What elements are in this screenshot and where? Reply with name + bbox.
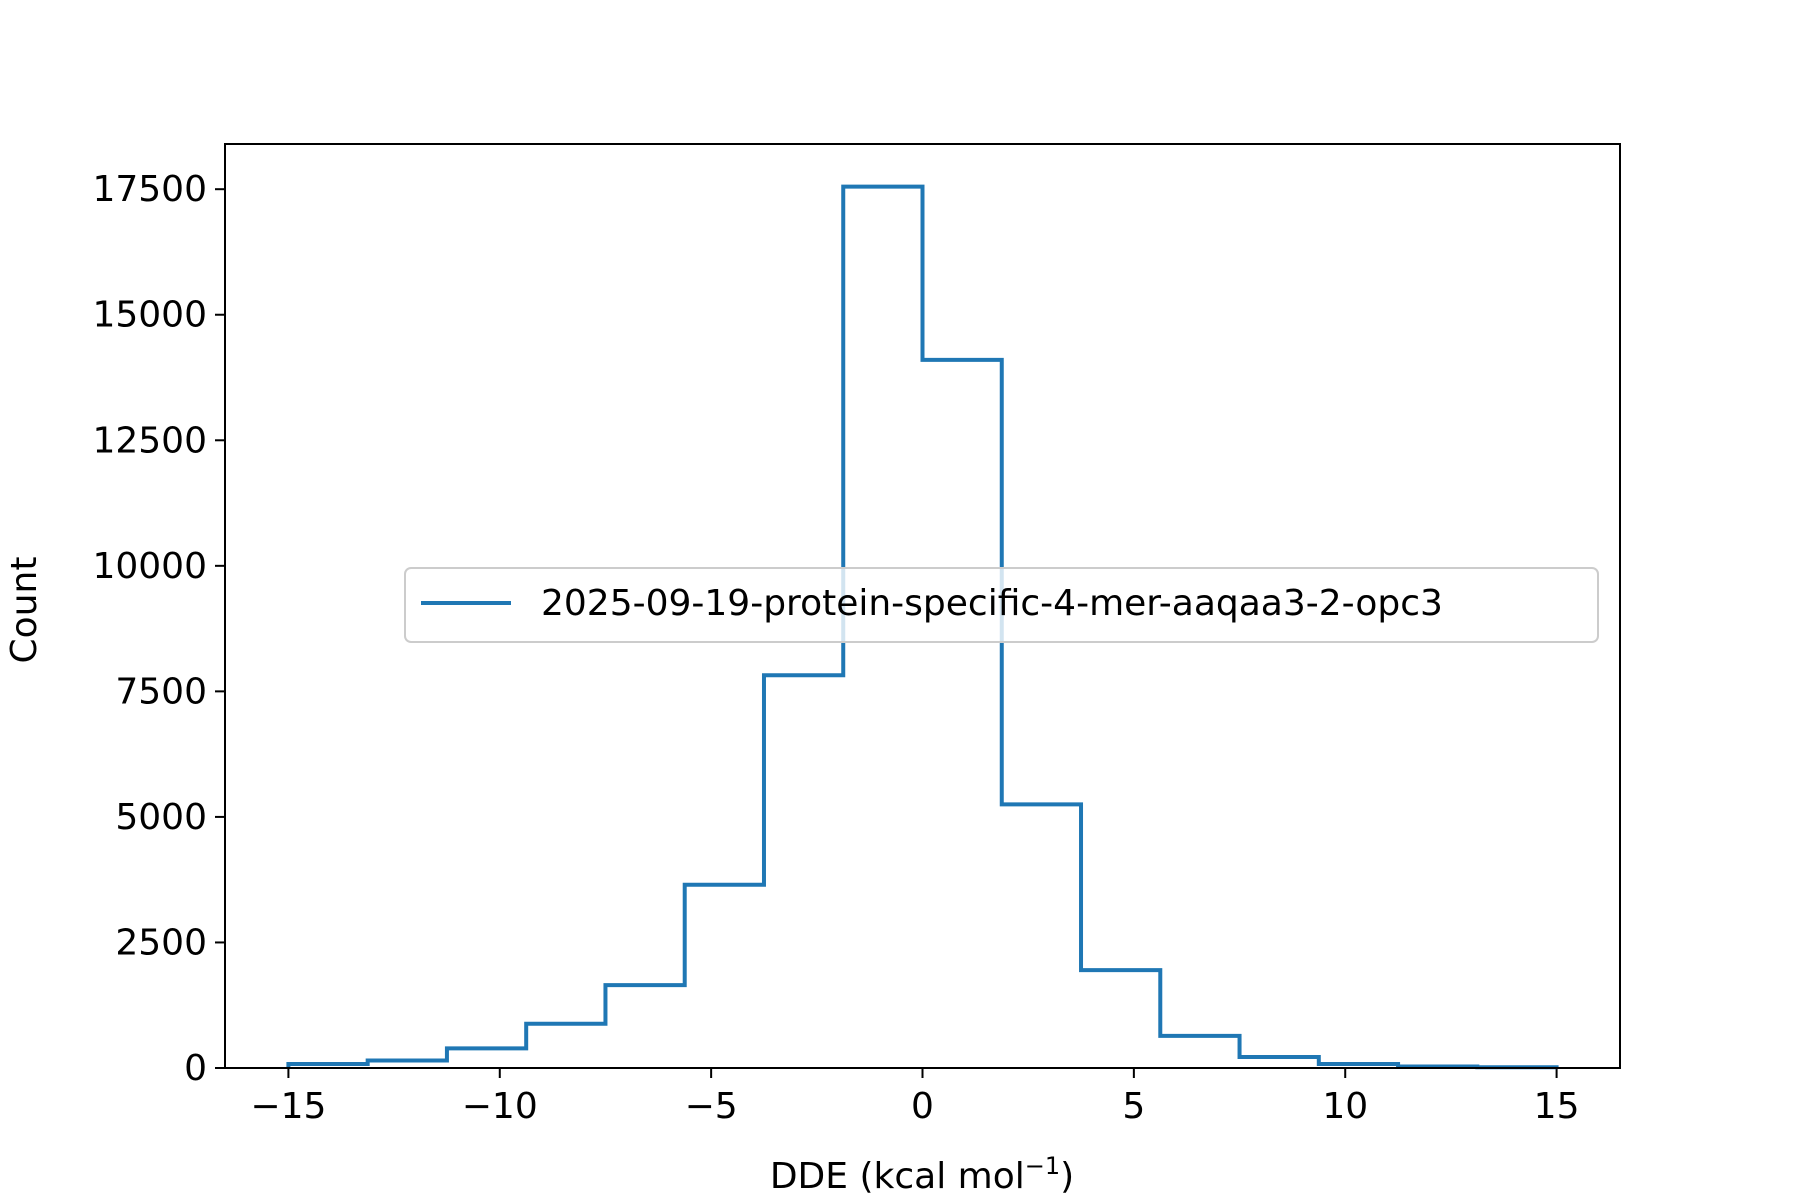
y-tick-label: 2500: [115, 922, 207, 963]
x-tick-label: 0: [911, 1086, 934, 1127]
y-tick-label: 17500: [92, 169, 207, 210]
y-tick-label: 15000: [92, 295, 207, 336]
y-tick-label: 7500: [115, 671, 207, 712]
y-tick-label: 5000: [115, 797, 207, 838]
x-tick-label: −15: [250, 1086, 326, 1127]
x-tick-label: 5: [1122, 1086, 1145, 1127]
x-axis-label-close: ): [1060, 1156, 1074, 1197]
y-axis-label: Count: [4, 557, 45, 664]
x-tick-label: 15: [1534, 1086, 1580, 1127]
x-axis-ticks: −15 −10 −5 0 5 10 15: [250, 1068, 1579, 1127]
y-tick-label: 0: [184, 1048, 207, 1089]
x-axis-label-superscript: −1: [1025, 1152, 1060, 1180]
x-tick-label: 10: [1322, 1086, 1368, 1127]
x-axis-label-main: DDE (kcal mol: [770, 1156, 1025, 1197]
x-tick-label: −10: [462, 1086, 538, 1127]
histogram-step-line: [286, 184, 1559, 1070]
legend-box: [404, 567, 1599, 643]
y-axis-ticks: 0 2500 5000 7500 10000 12500 15000 17500: [92, 169, 225, 1089]
x-tick-label: −5: [685, 1086, 738, 1127]
y-tick-label: 12500: [92, 420, 207, 461]
y-tick-label: 10000: [92, 546, 207, 587]
legend: 2025-09-19-protein-specific-4-mer-aaqaa3…: [404, 567, 1599, 643]
x-axis-label: DDE (kcal mol−1): [770, 1152, 1074, 1197]
plot-frame: [224, 143, 1621, 1069]
legend-entry-label: 2025-09-19-protein-specific-4-mer-aaqaa3…: [541, 583, 1443, 624]
